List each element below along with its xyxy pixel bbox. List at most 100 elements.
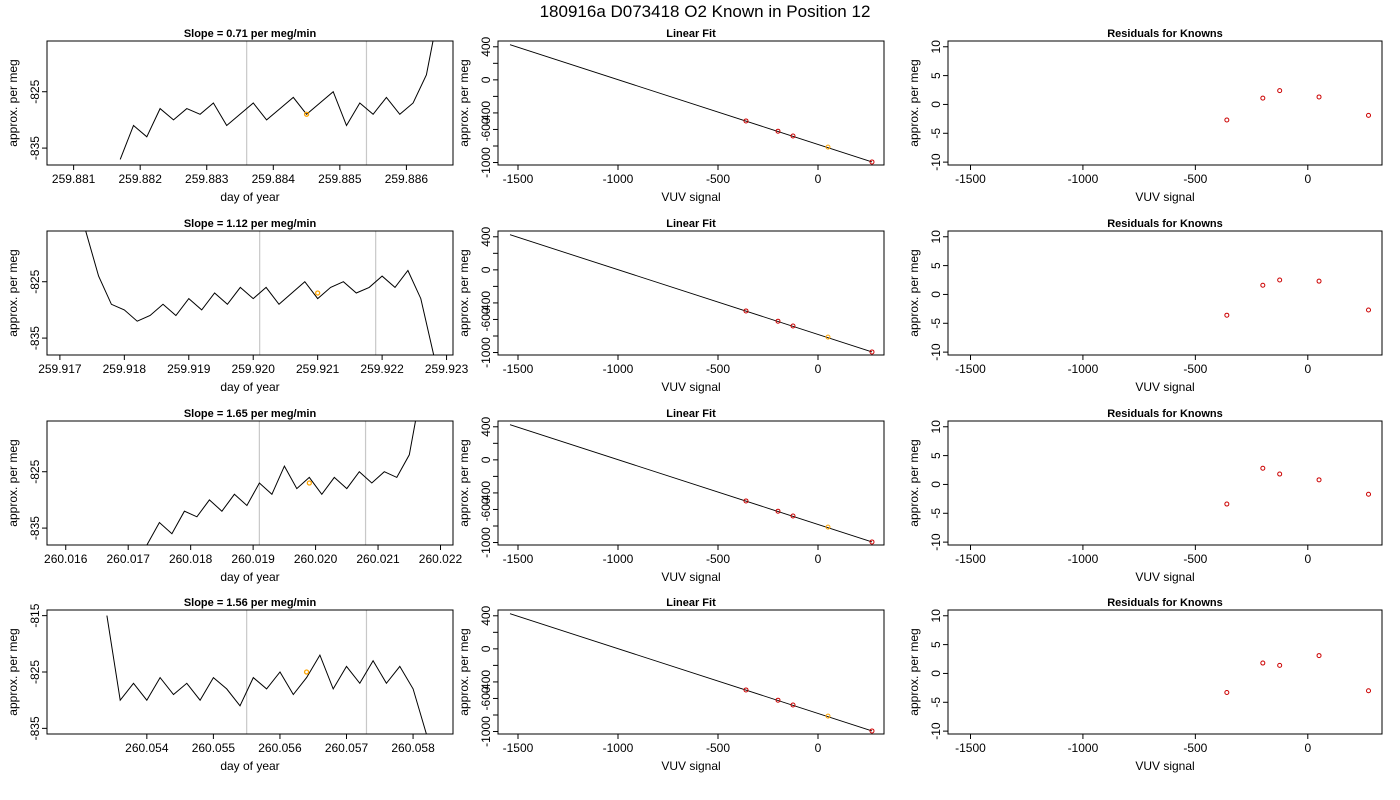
chart-title: Slope = 0.71 per meg/min xyxy=(184,28,317,40)
chart-panel-3: Residuals for Knowns -1500 -1000 -500 0 -10 -5… xyxy=(907,28,1383,204)
plot-frame xyxy=(497,40,885,166)
plot-frame xyxy=(46,40,454,166)
y-tick-label: 400 xyxy=(479,605,493,625)
x-tick-label: 260.022 xyxy=(419,552,463,566)
y-tick-label: -5 xyxy=(929,128,943,139)
plot-frame xyxy=(497,230,885,356)
data-point xyxy=(869,728,875,734)
y-tick-label: 0 xyxy=(479,645,493,652)
plot-frame xyxy=(497,420,885,546)
data-point xyxy=(1224,312,1230,318)
series-line xyxy=(119,41,434,160)
x-tick-label: 0 xyxy=(815,172,822,186)
y-tick-label: -815 xyxy=(28,603,42,627)
y-tick-label: -400 xyxy=(479,481,493,505)
y-axis-label: approx. per meg xyxy=(907,628,921,715)
x-tick-label: 259.923 xyxy=(425,362,469,376)
series-line xyxy=(106,615,427,734)
x-tick-label: 260.057 xyxy=(325,741,369,755)
y-tick-label: -5 xyxy=(929,318,943,329)
y-tick-label: -5 xyxy=(929,508,943,519)
page-title: 180916a D073418 O2 Known in Position 12 xyxy=(540,2,871,21)
x-axis-label: day of year xyxy=(220,759,279,773)
data-point xyxy=(1260,465,1266,471)
data-point xyxy=(790,323,796,329)
x-tick-label: 260.056 xyxy=(258,741,302,755)
x-tick-label: 0 xyxy=(1304,552,1311,566)
x-tick-label: 0 xyxy=(815,362,822,376)
x-tick-label: 260.017 xyxy=(107,552,151,566)
x-tick-label: 0 xyxy=(1304,741,1311,755)
chart-title: Linear Fit xyxy=(666,408,716,420)
chart-panel-9: Residuals for Knowns -1500 -1000 -500 0 -10 -5… xyxy=(907,408,1383,584)
x-tick-label: -1000 xyxy=(603,362,634,376)
fit-line xyxy=(509,234,873,353)
data-point xyxy=(790,513,796,519)
data-point xyxy=(775,697,781,703)
y-tick-label: 5 xyxy=(929,641,943,648)
data-point xyxy=(1316,477,1322,483)
x-axis-label: day of year xyxy=(220,380,279,394)
y-tick-label: 0 xyxy=(479,456,493,463)
y-tick-label: 400 xyxy=(479,36,493,56)
plot-frame xyxy=(497,609,885,735)
chart-panel-1: Slope = 0.71 per meg/min 259.881 259.882 25… xyxy=(6,28,454,204)
series-line xyxy=(146,421,416,545)
data-point xyxy=(1277,471,1283,477)
y-tick-label: -825 xyxy=(28,660,42,684)
x-tick-label: 259.885 xyxy=(318,172,362,186)
y-tick-label: 10 xyxy=(929,230,943,244)
y-tick-label: 10 xyxy=(929,40,943,54)
y-axis-label: approx. per meg xyxy=(6,628,20,715)
chart-panel-11: Linear Fit -1500 -1000 -500 0 -1000 -600-400 0 4… xyxy=(457,597,885,773)
data-point xyxy=(775,128,781,134)
x-tick-label: -1000 xyxy=(603,552,634,566)
x-axis-label: VUV signal xyxy=(1135,759,1194,773)
x-axis-label: VUV signal xyxy=(661,190,720,204)
x-tick-label: 259.886 xyxy=(385,172,429,186)
x-tick-label: 0 xyxy=(815,741,822,755)
y-axis-label: approx. per meg xyxy=(457,439,471,526)
y-tick-label: -835 xyxy=(28,136,42,160)
data-point xyxy=(1366,307,1372,313)
x-tick-label: -500 xyxy=(1183,172,1207,186)
y-axis-label: approx. per meg xyxy=(457,59,471,146)
x-tick-label: 0 xyxy=(1304,172,1311,186)
data-point xyxy=(775,318,781,324)
x-tick-label: -500 xyxy=(1183,552,1207,566)
x-tick-label: -1500 xyxy=(503,552,534,566)
x-tick-label: -500 xyxy=(706,172,730,186)
chart-title: Linear Fit xyxy=(666,597,716,609)
x-tick-label: -1500 xyxy=(503,741,534,755)
x-tick-label: 259.884 xyxy=(252,172,296,186)
data-point xyxy=(1316,94,1322,100)
x-tick-label: -1000 xyxy=(603,741,634,755)
y-tick-label: 0 xyxy=(479,76,493,83)
data-point xyxy=(825,713,831,719)
x-tick-label: 260.018 xyxy=(169,552,213,566)
plot-frame xyxy=(947,420,1383,546)
x-tick-label: 260.055 xyxy=(192,741,236,755)
x-tick-label: 260.058 xyxy=(391,741,435,755)
data-point xyxy=(869,539,875,545)
chart-panel-8: Linear Fit -1500 -1000 -500 0 -1000 -600-400 0 4… xyxy=(457,408,885,584)
x-tick-label: 259.919 xyxy=(167,362,211,376)
y-axis-label: approx. per meg xyxy=(457,628,471,715)
y-tick-label: -400 xyxy=(479,291,493,315)
x-axis-label: day of year xyxy=(220,570,279,584)
y-tick-label: 5 xyxy=(929,72,943,79)
data-point xyxy=(790,133,796,139)
x-axis-label: VUV signal xyxy=(661,570,720,584)
data-point xyxy=(1224,117,1230,123)
y-tick-label: -1000 xyxy=(479,527,493,558)
plot-frame xyxy=(947,609,1383,735)
data-point xyxy=(743,498,749,504)
highlight-point xyxy=(303,111,310,117)
fit-line xyxy=(509,44,873,163)
y-tick-label: 10 xyxy=(929,609,943,623)
x-tick-label: -1500 xyxy=(503,362,534,376)
data-point xyxy=(790,702,796,708)
y-axis-label: approx. per meg xyxy=(6,249,20,336)
data-point xyxy=(1260,282,1266,288)
data-point xyxy=(1224,689,1230,695)
